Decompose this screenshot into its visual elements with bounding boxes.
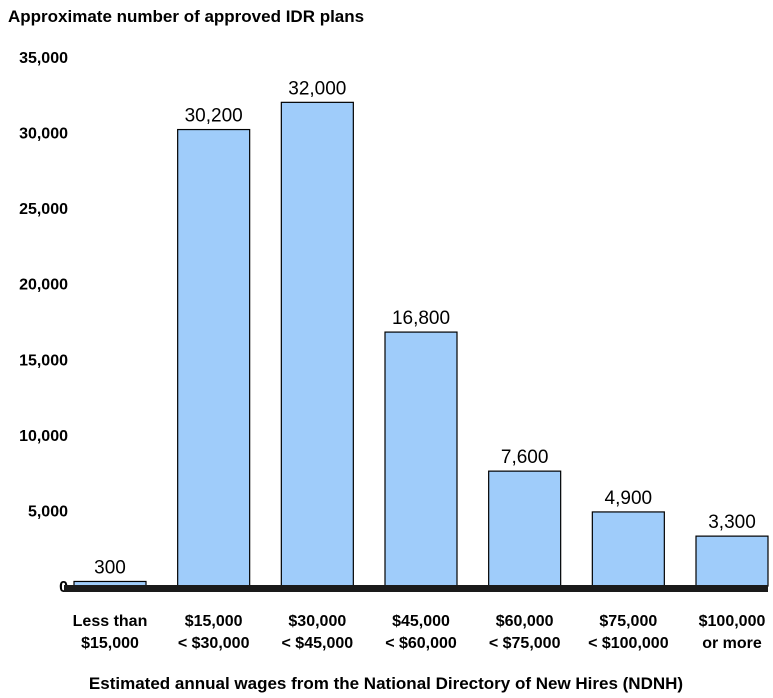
y-tick-label: 15,000: [19, 352, 68, 369]
x-category-label-line: < $75,000: [489, 635, 561, 652]
y-tick-label: 5,000: [28, 503, 68, 520]
x-category-label-line: Less than: [73, 613, 148, 630]
y-tick-label: 25,000: [19, 201, 68, 218]
bar-value-label: 300: [94, 557, 126, 578]
x-category-label-line: $45,000: [392, 613, 450, 630]
bar: [280, 101, 354, 587]
x-category-label: $75,000 < $100,000: [588, 613, 669, 652]
x-category-label-line: < $60,000: [385, 635, 457, 652]
y-tick-label: 35,000: [19, 50, 68, 67]
x-category-label-line: < $100,000: [588, 635, 669, 652]
bar-value-label: 7,600: [501, 447, 549, 468]
y-tick-label: 0: [59, 579, 68, 596]
x-category-label: $30,000 < $45,000: [282, 613, 354, 652]
x-category-label: $15,000 < $30,000: [178, 613, 250, 652]
x-category-label: $45,000 < $60,000: [385, 613, 457, 652]
x-axis-categories: Less than $15,000 $15,000 < $30,000 $30,000 <…: [73, 613, 766, 652]
bar: [695, 535, 769, 587]
bar: [591, 511, 665, 587]
x-category-label: Less than $15,000: [73, 613, 148, 652]
x-category-label-line: $75,000: [599, 613, 657, 630]
bar: [384, 331, 458, 587]
bar-value-label: 16,800: [392, 308, 450, 329]
x-category-label-line: < $45,000: [282, 635, 354, 652]
bars: 300 30,200 32,000 16,800 7,600 4,900 3,300: [73, 78, 769, 587]
x-category-label-line: $15,000: [81, 635, 139, 652]
bar: [177, 128, 251, 587]
bar-value-label: 4,900: [605, 488, 653, 509]
bar-value-label: 32,000: [288, 78, 346, 99]
x-category-label-line: < $30,000: [178, 635, 250, 652]
x-category-label: $100,000 or more: [699, 613, 766, 652]
y-axis-title: Approximate number of approved IDR plans: [8, 7, 364, 26]
y-axis-ticks: 0 5,000 10,000 15,000 20,000 25,000 30,000 35,0…: [19, 50, 68, 596]
x-axis-title: Estimated annual wages from the National…: [89, 674, 683, 693]
x-axis-baseline: [64, 585, 768, 592]
y-tick-label: 30,000: [19, 126, 68, 143]
x-category-label-line: $30,000: [288, 613, 346, 630]
x-category-label-line: $15,000: [185, 613, 243, 630]
y-tick-label: 10,000: [19, 428, 68, 445]
bar: [488, 470, 562, 587]
x-category-label-line: $60,000: [496, 613, 554, 630]
x-category-label: $60,000 < $75,000: [489, 613, 561, 652]
x-category-label-line: or more: [702, 635, 762, 652]
bar-value-label: 30,200: [185, 106, 243, 127]
y-tick-label: 20,000: [19, 277, 68, 294]
bar-value-label: 3,300: [708, 512, 756, 533]
x-category-label-line: $100,000: [699, 613, 766, 630]
